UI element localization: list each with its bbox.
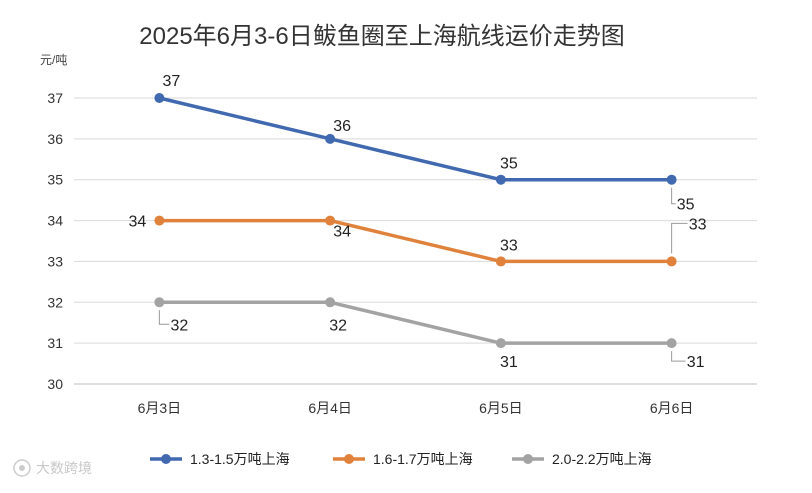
data-label: 36	[333, 118, 351, 135]
data-label: 31	[687, 354, 705, 371]
data-point	[325, 133, 336, 144]
y-axis-ticks: 30 31 32 33 34 35 36 37	[47, 90, 63, 392]
watermark: 大数跨境	[13, 459, 92, 477]
data-point	[154, 297, 165, 308]
y-tick-label: 36	[47, 131, 63, 147]
data-point	[154, 215, 165, 226]
data-label: 31	[500, 354, 518, 371]
x-tick-label: 6月4日	[308, 400, 352, 416]
chart-title: 2025年6月3-6日鲅鱼圈至上海航线运价走势图	[139, 23, 624, 50]
data-point	[495, 174, 506, 185]
data-point	[666, 338, 677, 349]
data-label: 37	[162, 73, 180, 90]
series-line	[158, 96, 672, 182]
data-point	[666, 174, 677, 185]
data-label: 34	[128, 214, 146, 231]
x-tick-label: 6月3日	[138, 400, 182, 416]
label-leader-line	[671, 222, 688, 254]
data-point	[666, 256, 677, 267]
data-label: 33	[689, 216, 707, 233]
y-tick-label: 33	[47, 253, 63, 269]
y-tick-label: 34	[47, 213, 63, 229]
y-tick-label: 30	[47, 376, 63, 392]
legend: 1.3-1.5万吨上海 1.6-1.7万吨上海 2.0-2.2万吨上海	[150, 451, 652, 467]
x-axis-ticks: 6月3日 6月4日 6月5日 6月6日	[138, 400, 694, 416]
legend-marker	[523, 454, 533, 464]
label-leader-line	[158, 310, 170, 325]
label-leader-line	[671, 351, 686, 362]
y-tick-label: 32	[47, 294, 63, 310]
data-point	[495, 338, 506, 349]
legend-label: 1.3-1.5万吨上海	[190, 451, 290, 467]
data-label: 35	[677, 197, 695, 214]
y-tick-label: 35	[47, 172, 63, 188]
x-tick-label: 6月6日	[650, 400, 694, 416]
data-point	[325, 215, 336, 226]
data-label: 33	[500, 237, 518, 254]
label-leader-line	[671, 187, 676, 205]
data-label: 34	[333, 224, 351, 241]
data-point	[154, 93, 165, 103]
data-point	[495, 256, 506, 267]
watermark-text: 大数跨境	[36, 460, 92, 476]
y-axis-label: 元/吨	[40, 53, 67, 67]
data-label: 32	[329, 317, 347, 334]
data-point	[325, 297, 336, 308]
y-tick-label: 31	[47, 335, 63, 351]
legend-label: 2.0-2.2万吨上海	[552, 451, 652, 467]
legend-marker	[344, 454, 354, 464]
series-line	[159, 300, 672, 345]
data-label: 32	[170, 317, 188, 334]
brand-logo-icon	[13, 459, 31, 477]
series-lines: 37 36 35 35 34 34 33 33 32 32 31 31	[128, 73, 706, 371]
y-tick-label: 37	[47, 90, 63, 106]
legend-marker	[161, 454, 171, 464]
series-line	[159, 218, 672, 264]
legend-label: 1.6-1.7万吨上海	[373, 451, 473, 467]
x-tick-label: 6月5日	[479, 400, 523, 416]
data-label: 35	[500, 156, 518, 173]
